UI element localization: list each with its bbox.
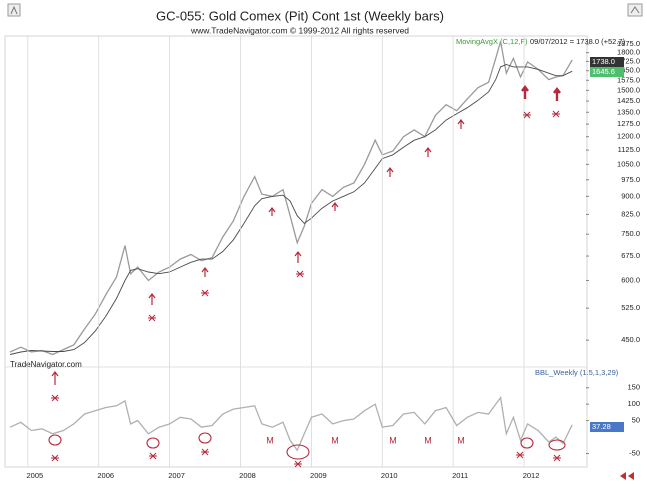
- x-tick-label: 2011: [452, 471, 468, 480]
- value-box-label: 1645.6: [592, 67, 615, 76]
- corner-icon[interactable]: [7, 3, 21, 17]
- value-box-label: 1738.0: [592, 57, 615, 66]
- series-line: [9, 41, 573, 356]
- icon-glyph: [10, 5, 18, 15]
- hand-mark: M: [389, 435, 397, 445]
- hand-arrow: [294, 251, 302, 263]
- y-tick-label: 1275.0: [617, 119, 640, 128]
- hand-asterisk: [552, 110, 560, 118]
- y-tick-label: 975.0: [621, 175, 640, 184]
- plot-frame: [4, 35, 588, 468]
- hand-mark: M: [424, 435, 432, 445]
- y-tick-label: 1125.0: [618, 145, 640, 154]
- x-tick-label: 2006: [97, 471, 114, 480]
- y-tick-label: 150: [627, 383, 640, 392]
- hand-arrow: [268, 207, 276, 216]
- x-tick-label: 2010: [381, 471, 398, 480]
- series-line: [9, 395, 573, 452]
- hand-arrow: [331, 202, 339, 211]
- y-tick-label: 1575.0: [617, 75, 640, 84]
- hand-asterisk: [294, 460, 302, 468]
- x-tick-label: 2007: [168, 471, 185, 480]
- y-tick-label: 600.0: [621, 275, 640, 284]
- hand-asterisk: [553, 454, 561, 462]
- hand-circle: [198, 432, 212, 444]
- hand-arrow: [457, 119, 465, 129]
- hand-arrow: [51, 371, 59, 385]
- scroll-arrow[interactable]: [620, 472, 634, 480]
- y-tick-label: 900.0: [621, 191, 640, 200]
- x-tick-label: 2005: [27, 471, 44, 480]
- hand-arrow: [521, 85, 529, 99]
- scroll-arrows[interactable]: [620, 472, 634, 480]
- hand-circle: [286, 444, 310, 460]
- x-tick-label: 2012: [523, 471, 540, 480]
- hand-asterisk: [516, 451, 524, 459]
- value-box-label: 37.28: [592, 422, 611, 431]
- hand-arrow: [553, 87, 561, 101]
- hand-mark: M: [266, 435, 274, 445]
- value-box: [590, 422, 624, 432]
- y-tick-label: 750.0: [621, 229, 640, 238]
- y-tick-label: 1875.0: [617, 39, 640, 48]
- y-tick-label: 1725.0: [617, 56, 640, 65]
- hand-arrow: [148, 293, 156, 305]
- y-tick-label: 450.0: [621, 335, 640, 344]
- y-tick-label: 1200.0: [617, 132, 640, 141]
- hand-asterisk: [296, 270, 304, 278]
- hand-asterisk: [148, 314, 156, 322]
- icon-box[interactable]: [627, 3, 643, 17]
- y-tick-label: 50: [632, 416, 640, 425]
- chart-title: GC-055: Gold Comex (Pit) Cont 1st (Weekl…: [156, 8, 444, 23]
- hand-asterisk: [201, 448, 209, 456]
- hand-arrow: [424, 147, 432, 157]
- y-tick-label: 1800.0: [617, 48, 640, 57]
- hand-circle: [48, 434, 62, 446]
- legend-entry: MovingAvgX (C,12,F): [456, 37, 528, 46]
- footer-label: TradeNavigator.com: [10, 360, 82, 369]
- hand-mark: M: [457, 435, 465, 445]
- series-line: [9, 64, 573, 355]
- y-tick-label: 1650.0: [617, 66, 640, 75]
- hand-arrow: [201, 267, 209, 277]
- hand-circle: [548, 439, 566, 451]
- hand-mark: M: [331, 435, 339, 445]
- corner-icon[interactable]: [627, 3, 643, 17]
- hand-circle: [146, 437, 160, 449]
- legend-note: 09/07/2012 = 1738.0 (+52.7): [530, 37, 626, 46]
- x-tick-label: 2009: [310, 471, 327, 480]
- hand-asterisk: [51, 394, 59, 402]
- y-tick-label: -50: [629, 448, 640, 457]
- x-tick-label: 2008: [239, 471, 256, 480]
- y-tick-label: 1425.0: [617, 96, 640, 105]
- y-tick-label: 100: [627, 399, 640, 408]
- hand-asterisk: [51, 454, 59, 462]
- y-tick-label: 675.0: [621, 251, 640, 260]
- value-box: [590, 67, 624, 77]
- hand-asterisk: [149, 452, 157, 460]
- y-tick-label: 825.0: [621, 209, 640, 218]
- hand-arrow: [386, 167, 394, 177]
- hand-circle: [520, 437, 534, 449]
- panel-title: BBL_Weekly (1.5,1,3,29): [535, 368, 619, 377]
- icon-glyph: [630, 6, 640, 14]
- y-tick-label: 1050.0: [617, 159, 640, 168]
- y-tick-label: 525.0: [621, 303, 640, 312]
- y-tick-label: 1500.0: [617, 85, 640, 94]
- chart-subtitle: www.TradeNavigator.com © 1999-2012 All r…: [190, 25, 409, 35]
- y-tick-label: 1350.0: [617, 107, 640, 116]
- hand-asterisk: [201, 289, 209, 297]
- hand-asterisk: [523, 111, 531, 119]
- value-box: [590, 57, 624, 67]
